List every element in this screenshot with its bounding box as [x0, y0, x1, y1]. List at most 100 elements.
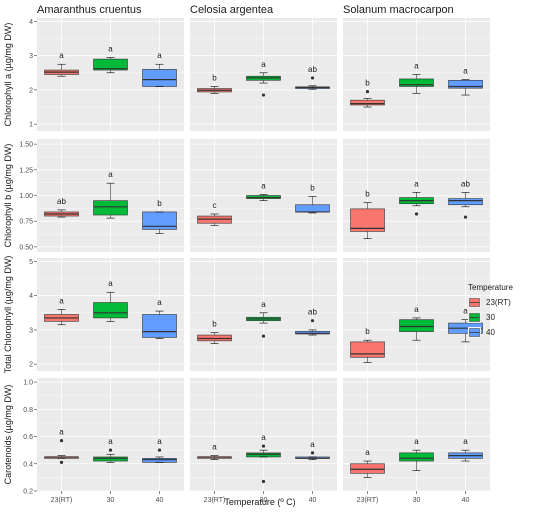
significance-label: a — [261, 300, 266, 309]
box-body — [350, 341, 385, 358]
box: a — [246, 181, 281, 201]
significance-label: a — [261, 60, 266, 69]
box: a — [399, 305, 434, 341]
significance-label: a — [463, 307, 468, 316]
box: b — [142, 199, 177, 234]
significance-label: ab — [57, 197, 66, 206]
facet-panel: a a a — [37, 378, 184, 492]
y-tick-label: 3 — [29, 53, 33, 60]
box: a — [142, 437, 177, 463]
x-tick-label: 40 — [309, 497, 317, 504]
outlier-point — [310, 76, 315, 80]
significance-label: a — [157, 437, 162, 446]
box: c — [197, 201, 232, 226]
x-tick-label: 23(RT) — [357, 497, 379, 504]
significance-label: a — [59, 296, 64, 305]
significance-label: c — [213, 201, 217, 210]
box: a — [142, 51, 177, 87]
outlier-point — [310, 319, 315, 323]
box: a — [44, 51, 79, 77]
y-axis-title: Total Chlorophyll (µg/mg DW) — [3, 256, 13, 374]
facet-panel: b a ab — [190, 258, 337, 371]
y-axis-title: Chlorophyll a (µg/mg DW) — [3, 23, 13, 127]
significance-label: a — [108, 170, 113, 179]
box: a — [93, 170, 128, 219]
box-body — [93, 200, 128, 216]
significance-label: a — [212, 443, 217, 452]
outlier-point — [108, 448, 113, 452]
facet-title-0: Amaranthus cruentus — [37, 4, 142, 16]
outlier-point — [261, 334, 266, 338]
legend: Temperature 23(RT) 30 40 — [468, 283, 513, 338]
y-tick-label: 1.50 — [19, 142, 33, 149]
box-body — [350, 99, 385, 106]
y-tick-label: 4 — [29, 293, 33, 300]
y-axis-title: Carotenoids (µg/mg DW) — [3, 385, 13, 485]
facet-strip-labels: Amaranthus cruentus Celosia argentea Sol… — [37, 4, 454, 16]
box: ab — [44, 197, 79, 218]
box-body — [295, 330, 330, 335]
significance-label: a — [414, 305, 419, 314]
facet-panel: b a a — [343, 18, 490, 131]
box-body — [93, 58, 128, 71]
outlier-point — [261, 479, 266, 484]
box: b — [350, 327, 385, 363]
box: a — [399, 437, 434, 471]
box: b — [350, 79, 385, 108]
significance-label: a — [157, 51, 162, 60]
facet-title-1: Celosia argentea — [190, 4, 274, 16]
legend-entry: 23(RT) — [468, 297, 511, 308]
box: b — [295, 184, 330, 214]
facet-panel: b a a — [343, 258, 490, 371]
significance-label: a — [414, 179, 419, 188]
outlier-point — [59, 460, 64, 465]
outlier-point — [310, 451, 315, 455]
y-tick-label: 0.4 — [23, 461, 33, 468]
box-body — [93, 302, 128, 319]
significance-label: a — [108, 44, 113, 53]
box: a — [399, 62, 434, 94]
x-tick-label: 23(RT) — [204, 497, 226, 504]
x-tick-label: 30 — [260, 497, 268, 504]
significance-label: ab — [461, 179, 470, 188]
significance-label: b — [365, 79, 370, 88]
significance-label: a — [59, 428, 64, 437]
facet-panel: a a a — [343, 378, 490, 492]
y-tick-label: 0.6 — [23, 434, 33, 441]
y-tick-label: 1.0 — [23, 380, 33, 387]
box: ab — [295, 308, 330, 336]
y-tick-label: 0.50 — [19, 244, 33, 251]
box: b — [197, 73, 232, 94]
box-body — [350, 463, 385, 474]
box: a — [399, 179, 434, 216]
x-tick-label: 30 — [107, 497, 115, 504]
significance-label: a — [463, 67, 468, 76]
box-body — [93, 456, 128, 462]
significance-label: b — [365, 190, 370, 199]
y-tick-label: 3 — [29, 327, 33, 334]
box-body — [246, 452, 281, 458]
significance-label: ab — [308, 308, 317, 317]
significance-label: a — [414, 437, 419, 446]
box: a — [246, 300, 281, 338]
significance-label: a — [157, 298, 162, 307]
box: a — [246, 60, 281, 97]
legend-entry: 30 — [468, 312, 495, 323]
box-body — [399, 319, 434, 332]
y-tick-label: 5 — [29, 259, 33, 266]
box-body — [350, 208, 385, 232]
significance-label: a — [108, 437, 113, 446]
significance-label: b — [212, 320, 217, 329]
legend-label: 30 — [486, 313, 495, 322]
facet-panel: b a ab — [343, 139, 490, 252]
legend-entry: 40 — [468, 327, 495, 338]
facet-panel: a a a — [190, 378, 337, 492]
x-tick-label: 40 — [156, 497, 164, 504]
x-tick-label: 40 — [462, 497, 470, 504]
significance-label: a — [261, 433, 266, 442]
box: a — [295, 440, 330, 460]
y-tick-label: 2 — [29, 87, 33, 94]
box: a — [246, 433, 281, 484]
